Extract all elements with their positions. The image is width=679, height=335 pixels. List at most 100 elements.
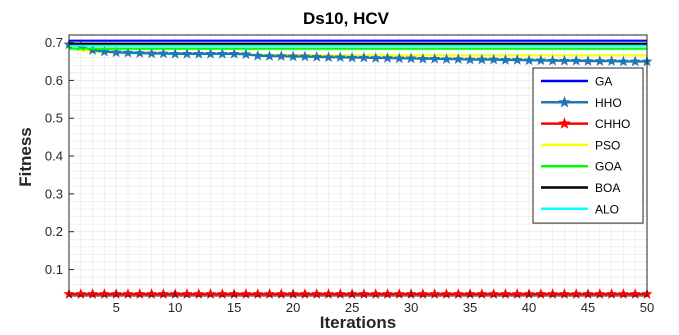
data-point-hho	[322, 51, 335, 63]
y-tick-label: 0.7	[45, 35, 63, 50]
data-point-hho	[440, 53, 453, 64]
data-point-chho	[452, 288, 464, 299]
data-point-chho	[311, 288, 323, 299]
series-group	[63, 38, 653, 299]
data-point-hho	[98, 45, 110, 57]
legend-label: ALO	[595, 202, 619, 216]
data-point-hho	[275, 50, 287, 61]
x-tick-label: 10	[168, 300, 182, 315]
data-point-hho	[511, 54, 523, 65]
data-point-chho	[617, 288, 629, 299]
data-point-chho	[263, 288, 276, 299]
data-point-hho	[146, 47, 158, 59]
data-point-chho	[417, 288, 429, 299]
x-tick-label: 45	[581, 300, 595, 315]
data-point-chho	[370, 288, 382, 299]
data-point-chho	[275, 288, 287, 299]
data-point-hho	[122, 46, 134, 58]
data-point-hho	[393, 52, 405, 64]
y-tick-label: 0.4	[45, 149, 63, 164]
data-point-chho	[558, 288, 570, 299]
data-point-chho	[98, 288, 110, 299]
x-tick-label: 30	[404, 300, 418, 315]
data-point-hho	[216, 48, 228, 59]
data-point-hho	[157, 47, 169, 59]
data-point-hho	[252, 49, 264, 61]
legend-item-pso: PSO	[541, 138, 620, 152]
axis-ticks: 5 10 15 20 25 30 35 40 45 50 0.1 0.2 0.3 0.4 0.5 0.6 0.7	[45, 35, 654, 315]
data-point-chho	[216, 288, 228, 299]
data-point-chho	[240, 288, 252, 299]
data-point-hho	[499, 54, 512, 65]
legend-label: CHHO	[595, 117, 630, 131]
legend-marker-star	[558, 117, 571, 129]
plot-frame	[68, 34, 648, 297]
data-point-chho	[499, 288, 512, 299]
data-point-hho	[476, 53, 488, 65]
data-point-hho	[405, 52, 417, 64]
x-tick-label: 35	[463, 300, 477, 315]
data-point-chho	[193, 288, 205, 299]
chart-title: Ds10, HCV	[303, 9, 390, 28]
data-point-chho	[322, 288, 335, 299]
data-point-hho	[629, 55, 641, 67]
data-point-hho	[381, 52, 394, 63]
data-point-chho	[181, 288, 193, 299]
legend-label: HHO	[595, 96, 622, 110]
data-point-hho	[535, 54, 547, 66]
x-tick-label: 50	[640, 300, 654, 315]
data-point-chho	[157, 288, 169, 299]
y-tick-label: 0.6	[45, 73, 63, 88]
legend-marker-star	[558, 95, 571, 108]
legend-item-boa: BOA	[541, 181, 620, 195]
data-point-chho	[204, 288, 217, 299]
data-point-chho	[87, 288, 99, 299]
data-point-chho	[629, 288, 641, 299]
data-point-hho	[464, 53, 476, 65]
data-point-hho	[570, 54, 582, 66]
legend-item-alo: ALO	[541, 202, 619, 216]
y-tick-label: 0.5	[45, 111, 63, 126]
data-point-hho	[617, 55, 629, 67]
data-point-chho	[570, 288, 582, 299]
data-point-chho	[535, 288, 547, 299]
data-point-chho	[393, 288, 405, 299]
data-point-hho	[488, 53, 500, 65]
data-point-hho	[594, 55, 606, 66]
x-tick-label: 20	[286, 300, 300, 315]
legend-label: BOA	[595, 181, 620, 195]
data-point-hho	[181, 48, 193, 59]
data-point-chho	[429, 288, 441, 299]
data-point-chho	[134, 288, 146, 299]
data-point-hho	[558, 54, 570, 66]
data-point-chho	[381, 288, 394, 299]
data-point-chho	[547, 288, 559, 299]
data-point-hho	[606, 55, 618, 66]
data-point-chho	[488, 288, 500, 299]
data-point-hho	[429, 52, 441, 64]
y-axis-label: Fitness	[16, 127, 35, 187]
series-chho	[63, 288, 653, 299]
y-tick-label: 0.1	[45, 262, 63, 277]
data-point-hho	[193, 48, 205, 59]
legend-item-ga: GA	[541, 75, 612, 89]
legend-item-goa: GOA	[541, 160, 622, 174]
data-point-chho	[299, 288, 311, 299]
data-point-hho	[523, 54, 535, 66]
data-point-chho	[594, 288, 606, 299]
data-point-chho	[146, 288, 158, 299]
data-point-hho	[299, 50, 311, 62]
data-point-chho	[440, 288, 453, 299]
legend-item-chho: CHHO	[541, 117, 630, 131]
data-point-chho	[358, 288, 370, 299]
y-tick-label: 0.2	[45, 224, 63, 239]
data-point-hho	[334, 51, 346, 63]
data-point-hho	[240, 48, 252, 60]
data-point-hho	[358, 51, 370, 63]
x-tick-label: 25	[345, 300, 359, 315]
data-point-chho	[122, 288, 134, 299]
grid	[68, 34, 648, 296]
legend-label: PSO	[595, 138, 620, 152]
